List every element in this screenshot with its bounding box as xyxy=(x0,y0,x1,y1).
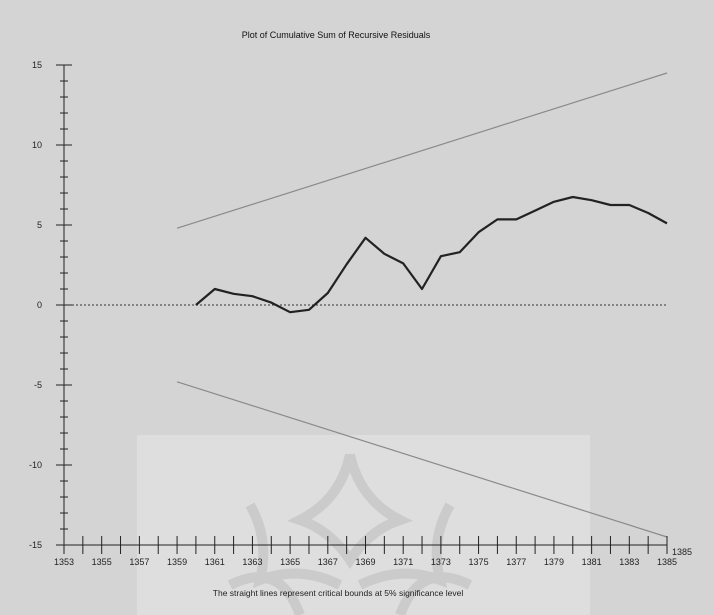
x-tick-label: 1375 xyxy=(469,557,489,567)
x-tick-label: 1359 xyxy=(167,557,187,567)
y-tick-label: 0 xyxy=(37,300,42,310)
x-tick-label: 1353 xyxy=(54,557,74,567)
x-tick-label: 1367 xyxy=(318,557,338,567)
x-tick-label: 1355 xyxy=(92,557,112,567)
x-tick-label: 1365 xyxy=(280,557,300,567)
x-tick-label: 1379 xyxy=(544,557,564,567)
y-tick-label: 15 xyxy=(32,60,42,70)
x-tick-label: 1383 xyxy=(619,557,639,567)
critical-bounds xyxy=(176,72,668,538)
x-tick-label: 1381 xyxy=(582,557,602,567)
x-axis-end-label: 1385 xyxy=(672,547,692,557)
x-tick-label: 1369 xyxy=(355,557,375,567)
x-tick-label: 1363 xyxy=(242,557,262,567)
x-tick-label: 1371 xyxy=(393,557,413,567)
x-tick-label: 1373 xyxy=(431,557,451,567)
x-tick-label: 1377 xyxy=(506,557,526,567)
y-tick-label: 5 xyxy=(37,220,42,230)
x-tick-label: 1357 xyxy=(129,557,149,567)
x-tick-label: 1361 xyxy=(205,557,225,567)
upper-bound-line xyxy=(176,72,668,229)
watermark-emblem xyxy=(227,453,473,615)
y-tick-label: -15 xyxy=(29,540,42,550)
y-tick-label: -10 xyxy=(29,460,42,470)
x-tick-label: 1385 xyxy=(657,557,677,567)
cusum-series-line xyxy=(195,195,668,314)
chart-note: The straight lines represent critical bo… xyxy=(213,588,464,598)
y-tick-label: -5 xyxy=(34,380,42,390)
x-axis-ticks: 1353 1355 1357 1359 1361 1363 1365 1367 1369 1371… xyxy=(54,536,677,567)
y-axis-ticks: 15 10 5 0 -5 -10 -15 xyxy=(29,60,72,550)
lower-bound-line xyxy=(176,381,668,538)
chart-title: Plot of Cumulative Sum of Recursive Resi… xyxy=(242,30,431,40)
y-tick-label: 10 xyxy=(32,140,42,150)
